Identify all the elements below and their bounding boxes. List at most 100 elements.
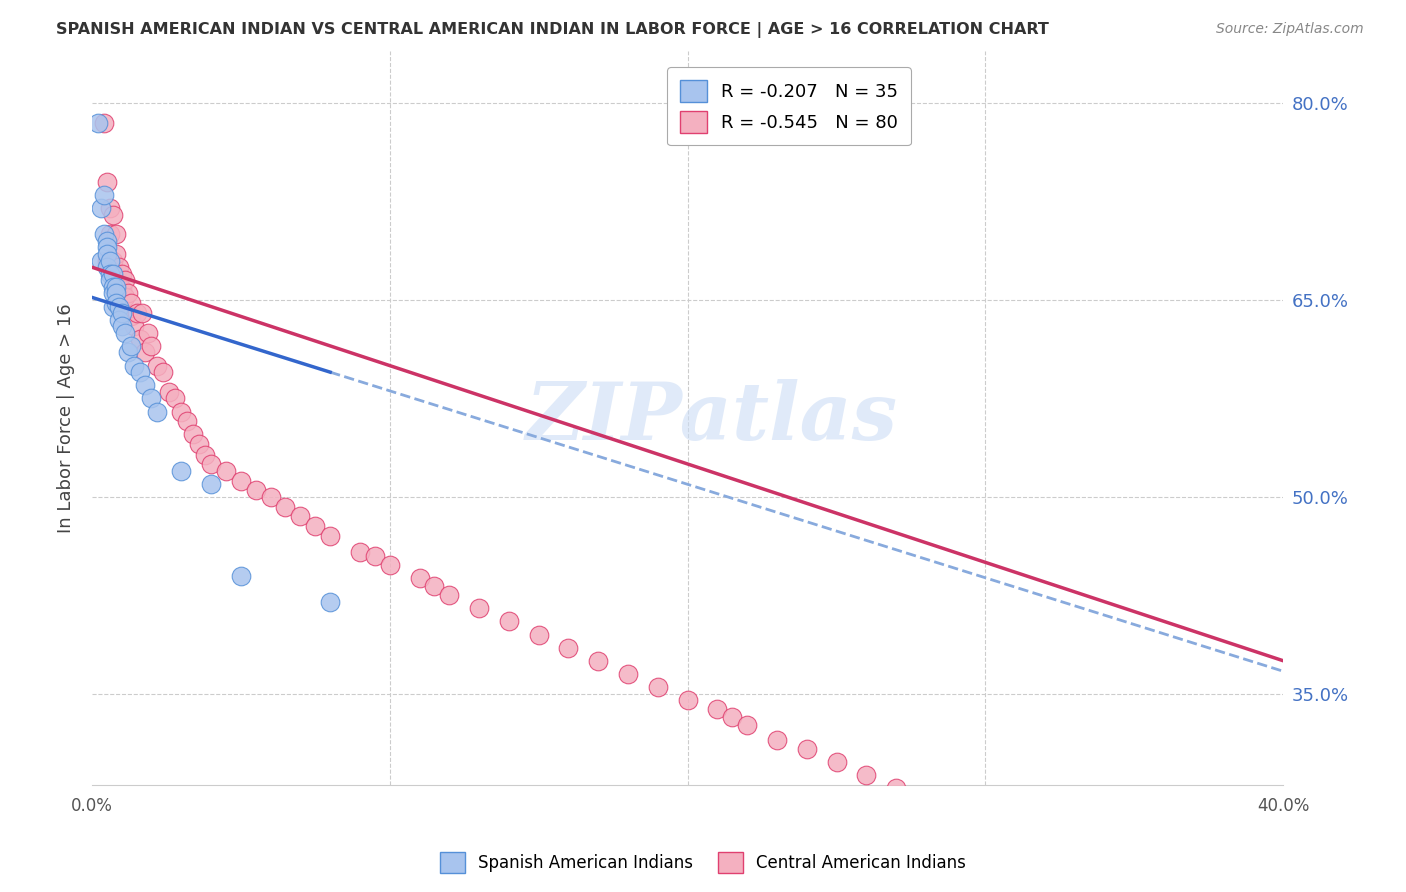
Point xyxy=(200,476,222,491)
Point xyxy=(274,500,297,515)
Point xyxy=(498,615,520,629)
Point xyxy=(104,295,127,310)
Point xyxy=(229,568,252,582)
Point xyxy=(884,780,907,795)
Point xyxy=(93,188,115,202)
Point xyxy=(107,280,129,294)
Point xyxy=(378,558,401,572)
Point xyxy=(439,588,461,602)
Point xyxy=(146,404,169,418)
Point xyxy=(229,474,252,488)
Point xyxy=(120,295,142,310)
Point xyxy=(128,332,150,346)
Point xyxy=(122,319,145,334)
Point xyxy=(766,732,789,747)
Point xyxy=(181,426,204,441)
Point xyxy=(215,464,238,478)
Point xyxy=(96,175,118,189)
Point xyxy=(117,286,139,301)
Point xyxy=(200,457,222,471)
Point xyxy=(131,306,153,320)
Point xyxy=(98,253,121,268)
Point xyxy=(107,312,129,326)
Point xyxy=(245,483,267,498)
Point xyxy=(128,365,150,379)
Point xyxy=(122,359,145,373)
Point xyxy=(152,365,174,379)
Point xyxy=(146,359,169,373)
Point xyxy=(93,227,115,242)
Point xyxy=(114,290,136,304)
Point xyxy=(101,286,124,301)
Point xyxy=(101,280,124,294)
Point xyxy=(111,319,134,334)
Point xyxy=(101,300,124,314)
Point xyxy=(96,253,118,268)
Point xyxy=(107,260,129,275)
Point xyxy=(114,326,136,340)
Point xyxy=(945,811,967,825)
Point xyxy=(96,234,118,248)
Point xyxy=(134,378,156,392)
Point xyxy=(617,667,640,681)
Point xyxy=(111,267,134,281)
Point xyxy=(170,404,193,418)
Point xyxy=(647,680,669,694)
Legend: R = -0.207   N = 35, R = -0.545   N = 80: R = -0.207 N = 35, R = -0.545 N = 80 xyxy=(666,67,911,145)
Point xyxy=(111,306,134,320)
Point xyxy=(104,247,127,261)
Point xyxy=(93,116,115,130)
Point xyxy=(101,208,124,222)
Point xyxy=(120,309,142,323)
Point xyxy=(319,529,342,543)
Point xyxy=(157,384,180,399)
Point xyxy=(1123,872,1146,887)
Point xyxy=(527,627,550,641)
Point xyxy=(101,267,124,281)
Point xyxy=(165,392,187,406)
Point xyxy=(98,273,121,287)
Point xyxy=(98,201,121,215)
Point xyxy=(1004,833,1026,847)
Point xyxy=(111,283,134,297)
Point xyxy=(104,280,127,294)
Point xyxy=(557,640,579,655)
Point xyxy=(170,464,193,478)
Point xyxy=(304,518,326,533)
Point xyxy=(1094,863,1116,878)
Point xyxy=(900,789,922,803)
Point xyxy=(104,286,127,301)
Point xyxy=(423,579,446,593)
Point xyxy=(855,768,877,782)
Point xyxy=(468,601,491,615)
Point xyxy=(176,414,198,428)
Point xyxy=(87,116,110,130)
Point xyxy=(134,345,156,359)
Text: SPANISH AMERICAN INDIAN VS CENTRAL AMERICAN INDIAN IN LABOR FORCE | AGE > 16 COR: SPANISH AMERICAN INDIAN VS CENTRAL AMERI… xyxy=(56,22,1049,38)
Point xyxy=(188,437,211,451)
Point xyxy=(915,798,938,813)
Point xyxy=(259,490,281,504)
Point xyxy=(96,240,118,254)
Point xyxy=(96,247,118,261)
Point xyxy=(974,821,997,835)
Point xyxy=(90,253,112,268)
Point xyxy=(735,718,758,732)
Point xyxy=(349,545,371,559)
Point xyxy=(408,571,430,585)
Y-axis label: In Labor Force | Age > 16: In Labor Force | Age > 16 xyxy=(58,303,75,533)
Point xyxy=(90,201,112,215)
Point xyxy=(825,755,848,769)
Point xyxy=(364,549,387,563)
Point xyxy=(290,509,312,524)
Legend: Spanish American Indians, Central American Indians: Spanish American Indians, Central Americ… xyxy=(433,846,973,880)
Point xyxy=(96,260,118,275)
Point xyxy=(319,595,342,609)
Point xyxy=(141,392,163,406)
Point xyxy=(117,345,139,359)
Point xyxy=(98,227,121,242)
Point xyxy=(721,710,744,724)
Point xyxy=(98,267,121,281)
Point xyxy=(1137,883,1160,892)
Point xyxy=(676,693,699,707)
